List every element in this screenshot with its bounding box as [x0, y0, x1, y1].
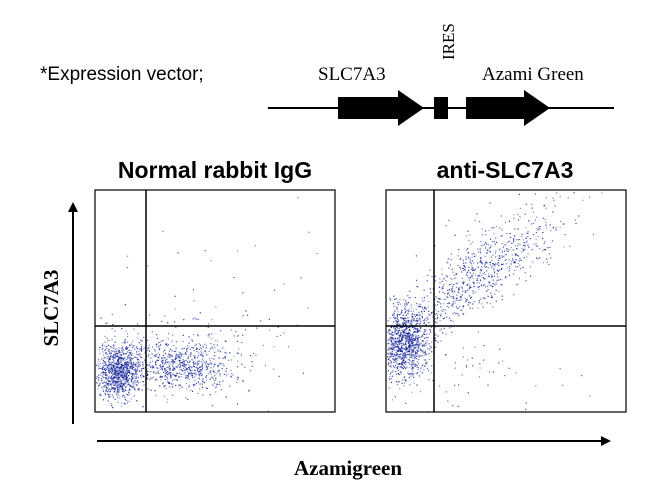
reporter-label: Azami Green — [482, 64, 584, 85]
gene-arrow — [338, 90, 424, 126]
ires-block — [434, 97, 448, 119]
reporter-arrow — [466, 90, 550, 126]
plot-title-left: Normal rabbit IgG — [118, 157, 312, 183]
plot-right-frame — [385, 189, 627, 413]
gene-label: SLC7A3 — [318, 64, 386, 85]
vector-map — [268, 90, 614, 126]
plot-right — [385, 189, 627, 413]
plot-left — [94, 189, 336, 413]
y-axis-label: SLC7A3 — [39, 269, 63, 346]
plot-left-dots — [96, 197, 318, 412]
plot-right-dots — [387, 192, 603, 413]
plot-left-frame — [94, 189, 336, 413]
x-axis-label: Azamigreen — [294, 456, 402, 480]
vector-prefix-label: *Expression vector; — [40, 64, 204, 85]
ires-label: IRES — [439, 23, 458, 60]
plot-title-right: anti-SLC7A3 — [437, 157, 574, 183]
